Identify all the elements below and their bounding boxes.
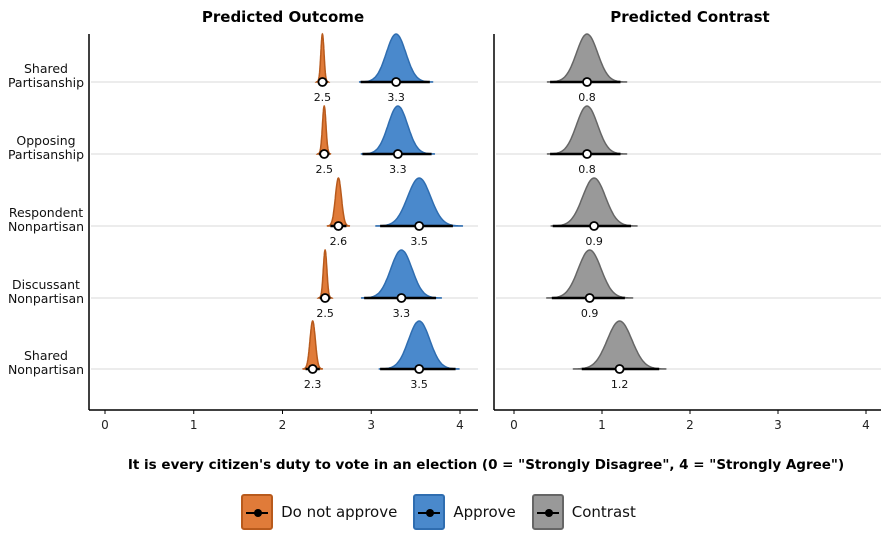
y-tick-label: Partisanship bbox=[8, 75, 84, 90]
point-estimate bbox=[582, 149, 592, 159]
density-contrast bbox=[546, 249, 634, 299]
legend: Do not approve Approve Contrast bbox=[0, 494, 883, 530]
density-contrast bbox=[546, 33, 628, 83]
density-approve bbox=[360, 105, 436, 155]
category-baselines bbox=[91, 81, 881, 370]
density-contrast bbox=[550, 177, 638, 227]
legend-item-do-not-approve: Do not approve bbox=[241, 494, 403, 530]
density-contrast bbox=[546, 105, 628, 155]
x-tick-label: 3 bbox=[774, 418, 782, 432]
point-estimate bbox=[320, 293, 331, 303]
legend-label-contrast: Contrast bbox=[571, 503, 636, 521]
data-label: 2.5 bbox=[315, 163, 333, 176]
data-label: 0.9 bbox=[585, 235, 603, 248]
data-label: 3.3 bbox=[387, 91, 405, 104]
x-tick-label: 4 bbox=[456, 418, 464, 432]
data-label: 0.9 bbox=[581, 307, 599, 320]
density-approve bbox=[360, 249, 442, 299]
y-tick-label: Nonpartisan bbox=[8, 362, 84, 377]
data-label: 3.5 bbox=[410, 378, 428, 391]
data-label: 0.8 bbox=[578, 91, 596, 104]
legend-key-approve bbox=[413, 494, 446, 530]
point-estimate bbox=[614, 364, 625, 374]
point-estimate bbox=[391, 77, 402, 87]
data-label: 2.5 bbox=[316, 307, 334, 320]
y-tick-label: Discussant bbox=[12, 277, 80, 292]
legend-item-contrast: Contrast bbox=[531, 494, 642, 530]
legend-label-do-not-approve: Do not approve bbox=[281, 503, 398, 521]
point-estimate bbox=[307, 364, 318, 374]
point-estimate bbox=[589, 221, 599, 231]
point-estimate bbox=[414, 364, 425, 374]
x-tick-label: 2 bbox=[279, 418, 287, 432]
density-do-not-approve bbox=[316, 248, 334, 299]
axes: 0 1 2 3 4 0 1 2 3 4 bbox=[88, 34, 881, 432]
panel-title-contrast: Predicted Contrast bbox=[610, 8, 769, 26]
point-estimate bbox=[414, 221, 425, 231]
data-label: 3.3 bbox=[389, 163, 407, 176]
point-estimate bbox=[392, 149, 403, 159]
legend-label-approve: Approve bbox=[453, 503, 516, 521]
data-label: 2.6 bbox=[330, 235, 348, 248]
y-axis-labels: SharedPartisanshipOpposingPartisanshipRe… bbox=[8, 61, 84, 377]
point-estimate bbox=[319, 149, 330, 159]
density-approve bbox=[358, 33, 434, 83]
x-tick-label: 0 bbox=[510, 418, 518, 432]
density-contrast bbox=[572, 320, 667, 370]
x-tick-label: 1 bbox=[598, 418, 606, 432]
data-label: 3.3 bbox=[393, 307, 411, 320]
panel-title-outcome: Predicted Outcome bbox=[202, 8, 364, 26]
point-estimate bbox=[317, 77, 328, 87]
y-tick-label: Nonpartisan bbox=[8, 291, 84, 306]
density-do-not-approve bbox=[315, 104, 332, 155]
x-tick-label: 1 bbox=[190, 418, 198, 432]
x-tick-label: 4 bbox=[862, 418, 870, 432]
legend-key-contrast bbox=[531, 494, 564, 530]
legend-item-approve: Approve bbox=[413, 494, 521, 530]
y-tick-label: Shared bbox=[24, 61, 68, 76]
x-tick-label: 3 bbox=[367, 418, 375, 432]
data-label: 0.8 bbox=[578, 163, 596, 176]
y-tick-label: Opposing bbox=[16, 133, 75, 148]
density-do-not-approve bbox=[302, 320, 324, 370]
x-tick-label: 0 bbox=[101, 418, 109, 432]
density-layer bbox=[302, 32, 667, 370]
legend-key-do-not-approve bbox=[241, 494, 274, 530]
y-tick-label: Nonpartisan bbox=[8, 219, 84, 234]
data-label: 2.3 bbox=[304, 378, 322, 391]
density-do-not-approve bbox=[326, 177, 351, 227]
interval-layer: 2.5 2.5 2.6 2.5 2.3 3.3 3.3 3.5 3.3 3.5 0.8 0.8 0.9 0… bbox=[304, 77, 660, 391]
point-estimate bbox=[333, 221, 344, 231]
data-label: 2.5 bbox=[314, 91, 332, 104]
point-estimate bbox=[584, 293, 595, 303]
y-tick-label: Shared bbox=[24, 348, 68, 363]
density-approve bbox=[375, 177, 464, 227]
y-tick-label: Respondent bbox=[9, 205, 83, 220]
point-estimate bbox=[396, 293, 407, 303]
x-tick-label: 2 bbox=[686, 418, 694, 432]
point-estimate bbox=[582, 77, 592, 87]
density-do-not-approve bbox=[314, 32, 331, 83]
density-approve bbox=[378, 320, 460, 370]
x-axis-label: It is every citizen's duty to vote in an… bbox=[128, 457, 844, 473]
data-label: 3.5 bbox=[410, 235, 428, 248]
data-label: 1.2 bbox=[611, 378, 629, 391]
y-tick-label: Partisanship bbox=[8, 147, 84, 162]
